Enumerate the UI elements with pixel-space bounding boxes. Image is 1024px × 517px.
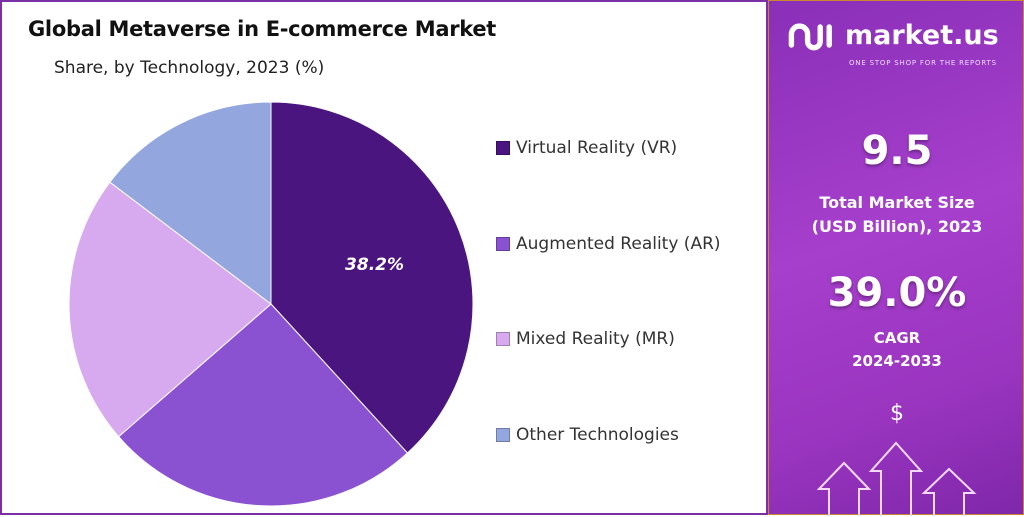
chart-subtitle: Share, by Technology, 2023 (%) (54, 58, 325, 78)
cagr-value: 39.0% (827, 270, 967, 316)
market-size-label-2: (USD Billion), 2023 (811, 217, 983, 236)
pie-slice-2 (117, 303, 409, 507)
legend-item-vr: Virtual Reality (VR) (496, 137, 677, 159)
legend-item-ar: Augmented Reality (AR) (496, 233, 721, 255)
pie-chart: 38.2% (68, 101, 474, 507)
data-label: 38.2% (345, 255, 404, 275)
pie-slice-4 (109, 101, 272, 306)
chart-panel: Global Metaverse in E-commerce Market Sh… (0, 0, 768, 515)
growth-arrows-icon (816, 441, 977, 516)
legend-swatch (496, 141, 510, 155)
pie-slice-3 (68, 181, 272, 438)
pie-slice-1 (270, 101, 474, 454)
legend-label: Virtual Reality (VR) (516, 138, 678, 158)
brand-logo: market.us (787, 17, 999, 55)
legend-swatch (496, 237, 510, 251)
legend-swatch (496, 428, 510, 442)
logo-icon (788, 23, 832, 51)
legend-label: Augmented Reality (AR) (516, 234, 721, 254)
legend-item-mr: Mixed Reality (MR) (496, 328, 675, 350)
market-size-value: 9.5 (861, 128, 933, 174)
legend-item-other: Other Technologies (496, 424, 679, 446)
cagr-label: CAGR (873, 329, 921, 347)
dollar-icon: $ (890, 401, 904, 426)
legend-swatch (496, 332, 510, 346)
legend-label: Mixed Reality (MR) (516, 329, 675, 349)
legend-label: Other Technologies (516, 425, 679, 445)
market-size-label: Total Market Size (819, 193, 975, 212)
cagr-period: 2024-2033 (852, 352, 942, 370)
brand-tagline: ONE STOP SHOP FOR THE REPORTS (849, 59, 997, 67)
brand-name: market.us (845, 20, 999, 51)
stats-panel: market.us ONE STOP SHOP FOR THE REPORTS … (768, 0, 1024, 516)
chart-title: Global Metaverse in E-commerce Market (28, 17, 497, 41)
